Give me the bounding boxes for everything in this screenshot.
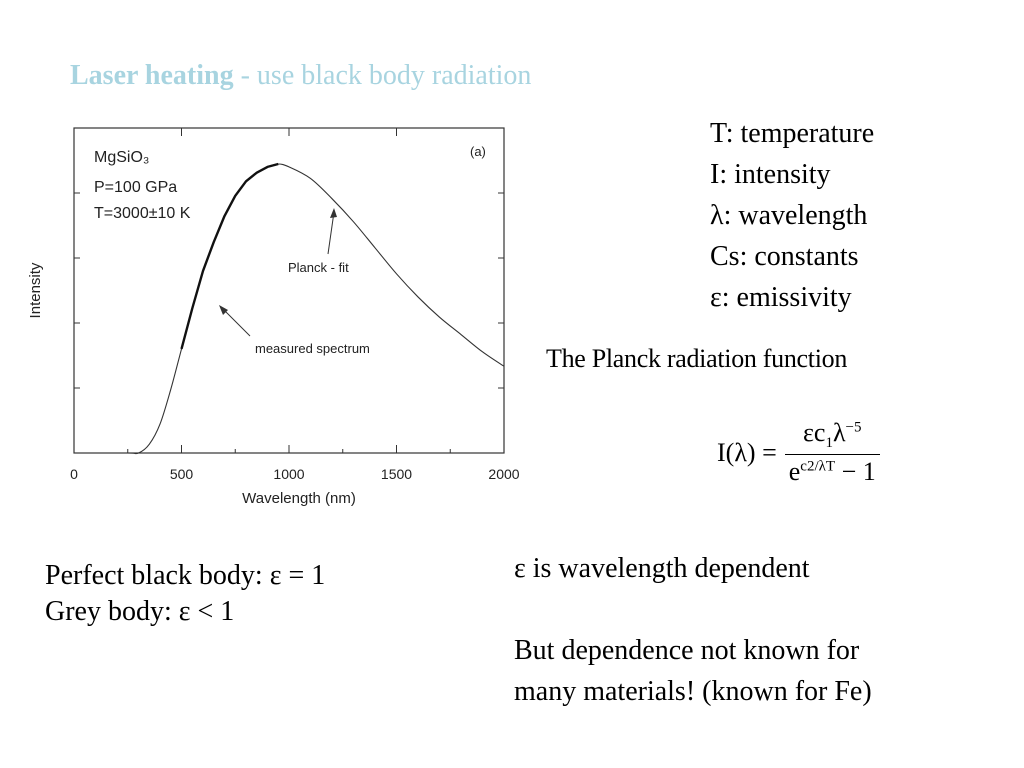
- planck-fit-annotation: Planck - fit: [288, 260, 349, 275]
- note-line-4: many materials! (known for Fe): [514, 676, 872, 707]
- body-types-note: Perfect black body: ε = 1 Grey body: ε <…: [45, 558, 325, 630]
- slide-title: Laser heating - use black body radiation: [70, 60, 531, 92]
- sample-info-line: T=3000±10 K: [94, 205, 191, 222]
- formula-lhs: I(λ) =: [717, 437, 777, 467]
- measured-spectrum-arrow: [221, 307, 251, 337]
- panel-label: (a): [470, 144, 486, 159]
- measured-spectrum-annotation: measured spectrum: [255, 341, 370, 356]
- legend-item-temperature: T: temperature: [710, 118, 875, 149]
- x-tick-label: 1000: [273, 466, 304, 482]
- note-line-3: But dependence not known for: [514, 635, 860, 666]
- plot-frame: [73, 127, 505, 454]
- x-axis-label: Wavelength (nm): [242, 490, 356, 507]
- formula-numerator: εc1λ−5: [802, 418, 862, 452]
- slide-title-rest: - use black body radiation: [233, 60, 532, 91]
- planck-fit-arrowhead: [330, 208, 337, 218]
- note-line-2: [514, 589, 872, 630]
- y-axis-label: Intensity: [27, 262, 44, 318]
- legend-item-constants: Cs: constants: [710, 241, 859, 272]
- measured-spectrum-curve: [180, 162, 279, 350]
- formula-fraction: εc1λ−5 ec2/λT − 1: [784, 418, 880, 487]
- x-tick-label: 2000: [488, 466, 519, 482]
- slide-title-bold: Laser heating: [70, 60, 234, 91]
- planck-heading: The Planck radiation function: [546, 344, 848, 373]
- legend-item-intensity: I: intensity: [710, 159, 831, 190]
- sample-info-line: MgSiO₃: [94, 149, 149, 166]
- variable-legend: T: temperature I: intensity λ: wavelengt…: [710, 113, 874, 318]
- planck-chart: 0 500 1000 1500 2000 Wavelength (nm) Intensity…: [27, 127, 520, 507]
- legend-item-wavelength: λ: wavelength: [710, 200, 868, 231]
- x-tick-label: 1500: [381, 466, 412, 482]
- planck-fit-arrow: [327, 211, 335, 255]
- x-tick-label: 500: [170, 466, 194, 482]
- chart-container: 0 500 1000 1500 2000 Wavelength (nm) Intensity…: [0, 100, 530, 525]
- measured-spectrum-arrowhead: [219, 305, 228, 315]
- formula-denominator: ec2/λT − 1: [784, 454, 880, 487]
- planck-formula: I(λ) = εc1λ−5 ec2/λT − 1: [717, 418, 880, 487]
- x-tick-label: 0: [70, 466, 78, 482]
- perfect-black-body-line: Perfect black body: ε = 1: [45, 560, 326, 591]
- sample-info-line: P=100 GPa: [94, 179, 177, 196]
- wavelength-dependence-note: ε is wavelength dependent But dependence…: [514, 548, 872, 712]
- note-line-1: ε is wavelength dependent: [514, 553, 810, 584]
- grey-body-line: Grey body: ε < 1: [45, 596, 235, 627]
- legend-item-emissivity: ε: emissivity: [710, 282, 852, 313]
